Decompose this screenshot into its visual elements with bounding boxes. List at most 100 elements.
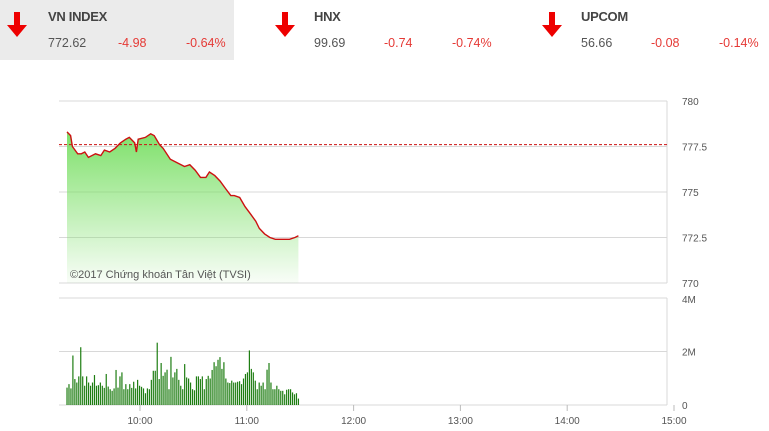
volume-bar bbox=[242, 378, 245, 405]
volume-bar bbox=[103, 387, 105, 405]
volume-bar bbox=[293, 394, 296, 405]
volume-bar bbox=[256, 389, 258, 405]
volume-bar bbox=[91, 382, 94, 405]
volume-bar bbox=[223, 362, 225, 405]
volume-bar bbox=[82, 376, 84, 405]
ticker-vnindex[interactable]: VN INDEX 772.62 -4.98 -0.64% bbox=[0, 0, 234, 60]
ticker-value: 56.66 bbox=[581, 36, 613, 50]
price-area bbox=[67, 131, 299, 283]
volume-bar bbox=[66, 387, 68, 405]
volume-bar bbox=[235, 382, 237, 405]
ticker-upcom[interactable]: UPCOM 56.66 -0.08 -0.14% bbox=[535, 0, 769, 60]
y-tick-label: 780 bbox=[682, 97, 699, 108]
volume-bar bbox=[76, 382, 78, 405]
volume-bar bbox=[117, 387, 119, 405]
volume-bar bbox=[86, 376, 88, 405]
volume-bar bbox=[297, 398, 300, 405]
volume-bar bbox=[289, 389, 292, 405]
volume-bar bbox=[205, 379, 207, 405]
volume-bar bbox=[233, 382, 235, 405]
volume-bar bbox=[282, 390, 284, 405]
volume-bar bbox=[84, 385, 86, 405]
volume-bar bbox=[99, 382, 101, 405]
volume-bar bbox=[254, 380, 256, 405]
volume-bar bbox=[150, 379, 152, 405]
volume-bar bbox=[111, 390, 113, 405]
volume-bar bbox=[193, 390, 196, 405]
volume-bar bbox=[127, 389, 129, 405]
volume-bar bbox=[135, 388, 137, 405]
volume-bar bbox=[197, 376, 200, 405]
volume-bar bbox=[191, 389, 194, 405]
volume-bar bbox=[209, 378, 211, 405]
volume-bar bbox=[274, 389, 276, 405]
volume-bar bbox=[288, 389, 290, 405]
ticker-name: UPCOM bbox=[581, 9, 628, 24]
volume-bar bbox=[107, 386, 109, 405]
volume-bar bbox=[217, 359, 219, 405]
volume-bar bbox=[188, 378, 190, 405]
volume-bar bbox=[129, 384, 131, 405]
volume-bar bbox=[286, 389, 288, 405]
x-tick-label: 14:00 bbox=[555, 416, 580, 427]
volume-bar bbox=[109, 389, 111, 405]
volume-bar bbox=[89, 385, 92, 405]
y-tick-label: 777.5 bbox=[682, 143, 707, 154]
y-tick-label: 772.5 bbox=[682, 234, 707, 245]
volume-bar bbox=[203, 389, 205, 405]
volume-bar bbox=[250, 368, 252, 405]
volume-bar bbox=[237, 381, 239, 405]
y-tick-label: 0 bbox=[682, 401, 688, 412]
volume-bar bbox=[231, 380, 233, 405]
volume-bar bbox=[264, 389, 266, 405]
volume-bar bbox=[97, 385, 99, 405]
volume-bar bbox=[176, 368, 178, 405]
ticker-percent: -0.14% bbox=[719, 36, 759, 50]
volume-bar bbox=[68, 384, 70, 405]
volume-bar bbox=[246, 372, 249, 405]
ticker-percent: -0.64% bbox=[186, 36, 226, 50]
volume-bar bbox=[199, 379, 201, 405]
volume-bar bbox=[144, 393, 147, 405]
volume-bar bbox=[148, 389, 150, 405]
volume-bar bbox=[184, 364, 186, 405]
price-line bbox=[66, 131, 299, 240]
ticker-change: -4.98 bbox=[118, 36, 147, 50]
volume-bar bbox=[166, 369, 168, 405]
y-tick-label: 2M bbox=[682, 348, 696, 359]
volume-bar bbox=[70, 388, 72, 405]
volume-bar bbox=[87, 382, 90, 405]
volume-bar bbox=[240, 384, 243, 405]
volume-bar bbox=[213, 362, 215, 405]
x-tick-label: 10:00 bbox=[127, 416, 152, 427]
volume-bar bbox=[186, 377, 188, 405]
ticker-change: -0.08 bbox=[651, 36, 680, 50]
volume-bar bbox=[168, 389, 170, 405]
volume-bar bbox=[152, 370, 154, 405]
volume-bar bbox=[211, 369, 213, 405]
volume-bar bbox=[158, 379, 160, 405]
volume-bar bbox=[266, 369, 268, 405]
volume-bar bbox=[80, 347, 82, 405]
ticker-name: VN INDEX bbox=[48, 9, 108, 24]
volume-bar bbox=[174, 372, 176, 405]
volume-bar bbox=[154, 370, 156, 405]
volume-bar bbox=[284, 394, 286, 405]
volume-bar bbox=[140, 386, 143, 405]
volume-bar bbox=[146, 388, 149, 405]
volume-bar bbox=[164, 372, 166, 405]
y-tick-label: 775 bbox=[682, 188, 699, 199]
volume-bar bbox=[119, 376, 121, 405]
y-tick-label: 4M bbox=[682, 295, 696, 306]
volume-bar bbox=[276, 385, 278, 405]
volume-bar bbox=[262, 382, 264, 405]
volume-bar bbox=[133, 381, 135, 405]
volume-bar bbox=[225, 378, 227, 405]
volume-bar bbox=[248, 350, 250, 405]
volume-bar bbox=[93, 375, 96, 405]
volume-bar bbox=[270, 382, 272, 405]
ticker-hnx[interactable]: HNX 99.69 -0.74 -0.74% bbox=[268, 0, 518, 60]
ticker-percent: -0.74% bbox=[452, 36, 492, 50]
x-tick-label: 12:00 bbox=[341, 416, 366, 427]
